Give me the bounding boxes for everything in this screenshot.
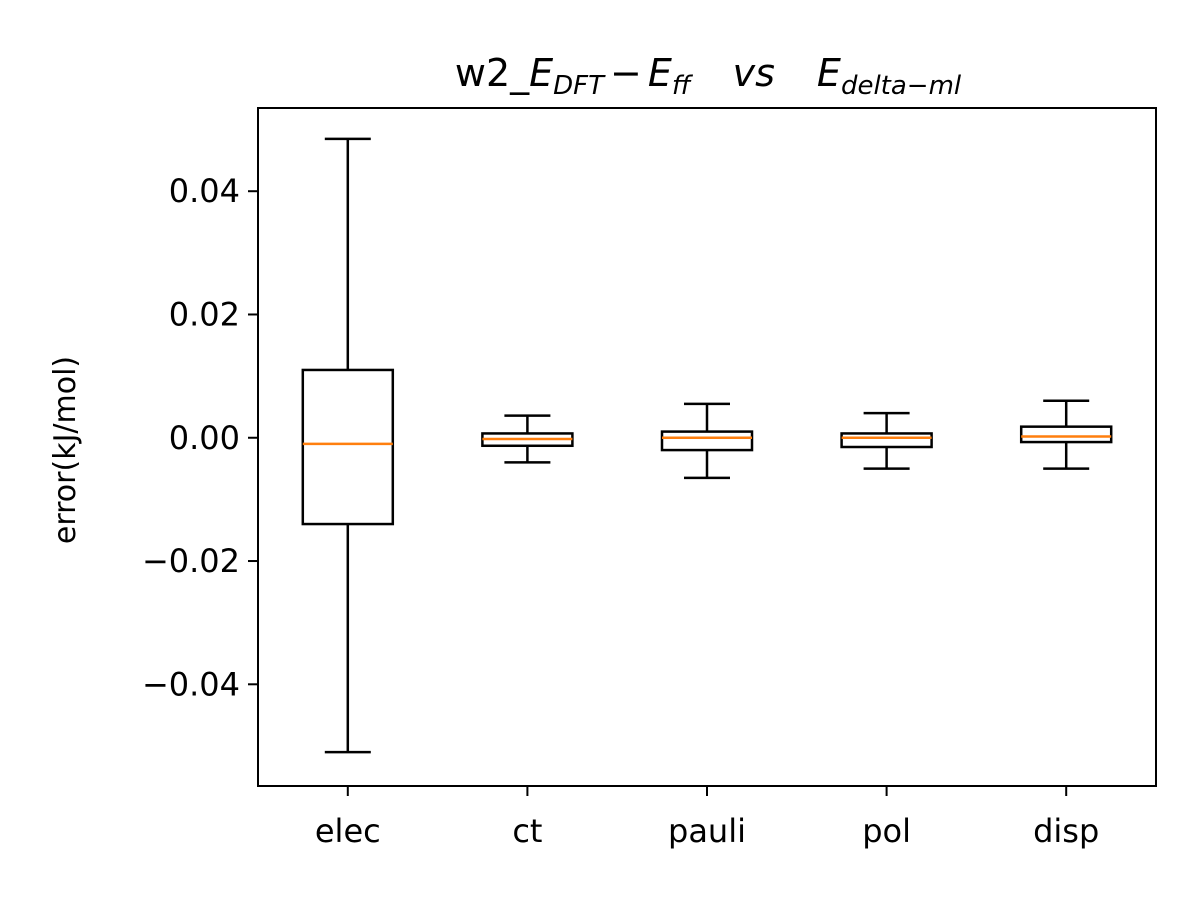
- title-e2: E: [648, 51, 672, 95]
- box-disp: [1019, 425, 1113, 444]
- y-tick-label-4: 0.04: [169, 172, 240, 210]
- box-pauli: [660, 430, 754, 452]
- x-tick-label-pauli: pauli: [668, 812, 746, 850]
- y-tick-label-1: −0.02: [142, 542, 240, 580]
- y-tick-label-3: 0.02: [169, 295, 240, 333]
- box-elec: [301, 368, 395, 526]
- title-e1-sub: DFT: [553, 71, 606, 101]
- x-tick-label-pol: pol: [862, 812, 911, 850]
- title-e1: E: [529, 51, 553, 95]
- y-tick-label-0: −0.04: [142, 665, 240, 703]
- title-e3-sub: delta−ml: [841, 71, 962, 101]
- title-prefix: w2_: [455, 51, 530, 95]
- title-e2-sub: ff: [672, 71, 694, 101]
- x-tick-label-ct: ct: [512, 812, 542, 850]
- box-pol: [840, 432, 933, 449]
- chart-title: w2_EDFT − Eff vs Edelta−ml: [455, 51, 962, 101]
- title-minus: −: [610, 51, 642, 95]
- title-e3: E: [817, 51, 841, 95]
- plot-layer: [301, 137, 1113, 754]
- y-tick-label-2: 0.00: [169, 419, 240, 457]
- x-tick-label-disp: disp: [1033, 812, 1099, 850]
- y-axis-label: error(kJ/mol): [48, 356, 83, 544]
- title-vs: vs: [733, 51, 775, 95]
- x-tick-label-elec: elec: [315, 812, 381, 850]
